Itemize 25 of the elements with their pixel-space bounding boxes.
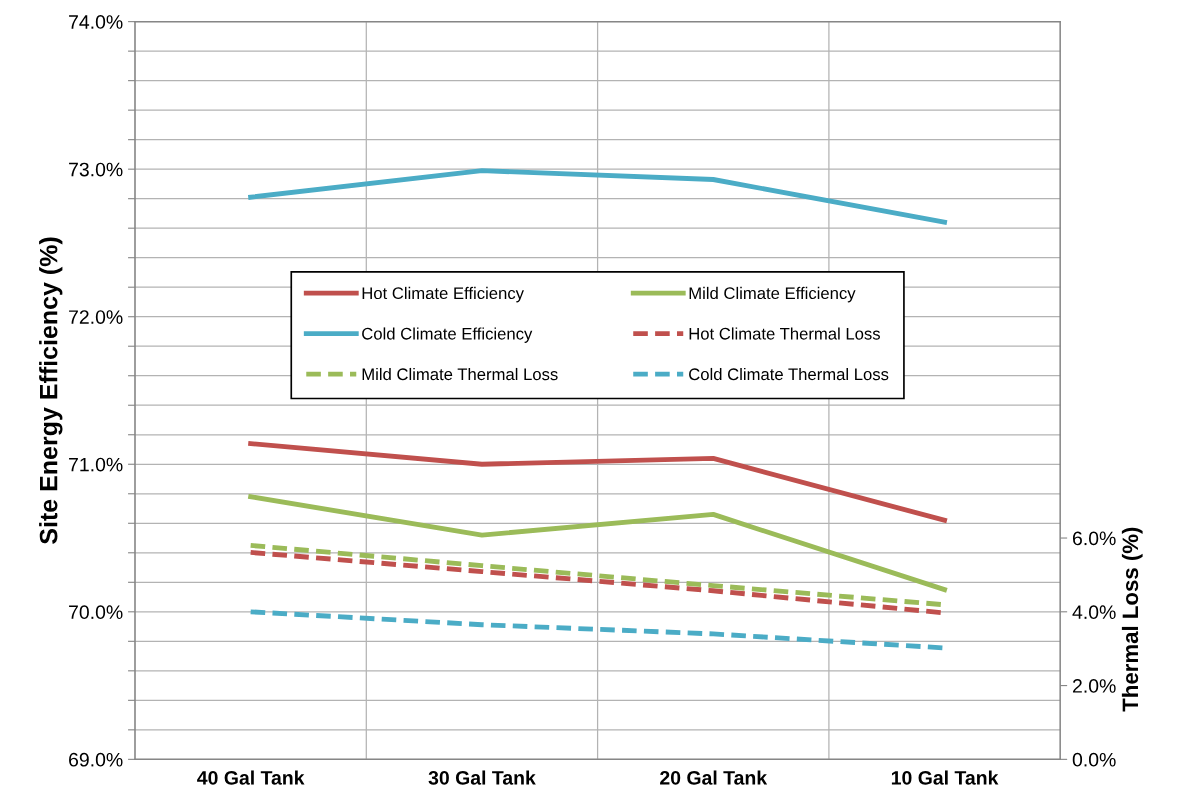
y-tick-label: 72.0% <box>69 310 123 324</box>
x-tick-label: 10 Gal Tank <box>891 770 999 785</box>
y-tick-label: 69.0% <box>69 752 123 767</box>
y2-tick-label: 4.0% <box>1072 605 1116 620</box>
y-axis-title: Site Energy Efficiency (%) <box>39 237 63 544</box>
y-tick-label: 74.0% <box>69 15 123 29</box>
line-series <box>248 441 947 523</box>
line-series <box>248 168 947 225</box>
legend-label: Mild Climate Efficiency <box>689 286 856 303</box>
y-tick-label: 73.0% <box>69 162 123 177</box>
y-tick-label: 71.0% <box>69 457 123 472</box>
legend-label: Mild Climate Thermal Loss <box>362 367 558 381</box>
y-tick-label: 70.0% <box>69 605 123 620</box>
legend-label: Cold Climate Thermal Loss <box>689 367 889 381</box>
x-tick-label: 30 Gal Tank <box>428 770 536 785</box>
x-tick-label: 20 Gal Tank <box>660 770 768 785</box>
y2-axis-title: Thermal Loss (%) <box>1121 527 1143 712</box>
y2-tick-label: 0.0% <box>1072 752 1116 767</box>
legend-label: Cold Climate Efficiency <box>362 327 533 343</box>
line-series <box>248 494 947 593</box>
legend-label: Hot Climate Efficiency <box>362 286 524 303</box>
y2-tick-label: 6.0% <box>1072 531 1116 546</box>
x-tick-label: 40 Gal Tank <box>197 770 305 785</box>
legend-label: Hot Climate Thermal Loss <box>689 327 880 340</box>
y2-tick-label: 2.0% <box>1072 679 1116 693</box>
